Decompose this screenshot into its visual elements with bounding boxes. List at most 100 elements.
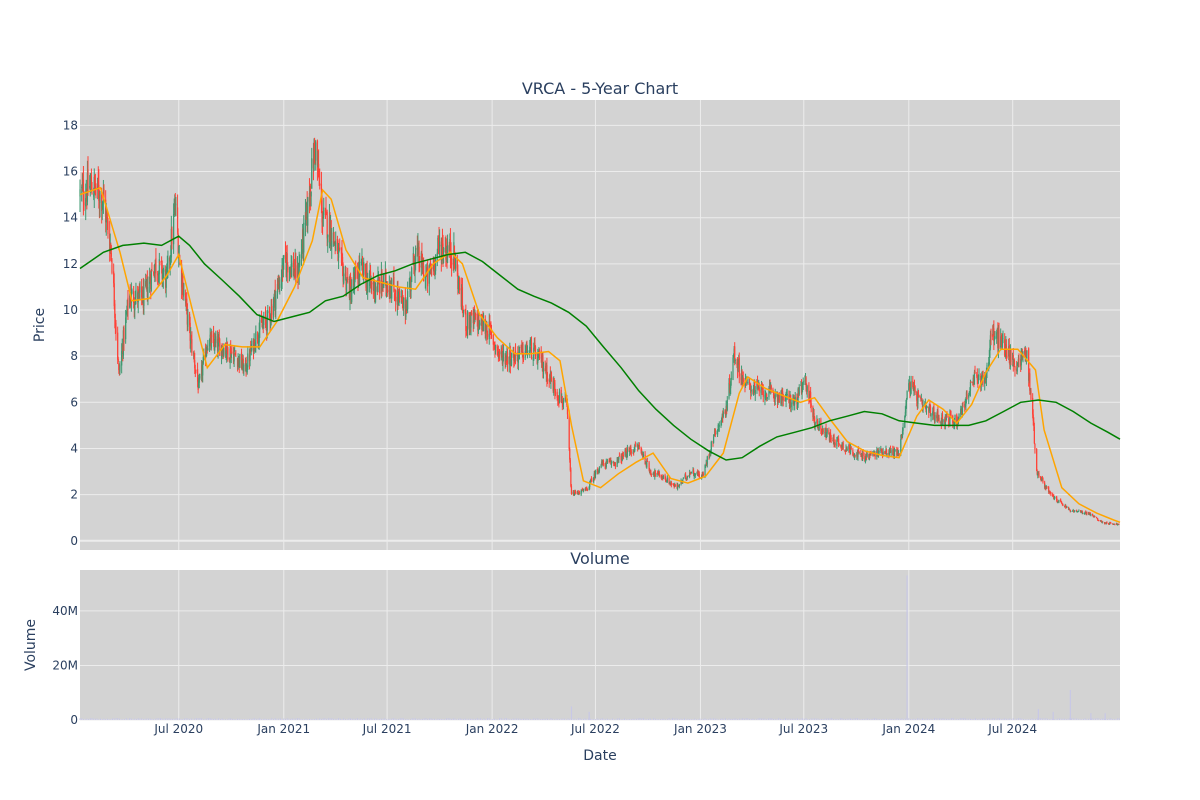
- volume-bar: [177, 718, 179, 720]
- candle-body: [177, 207, 179, 233]
- volume-bar: [683, 718, 685, 720]
- candle-body: [554, 382, 556, 393]
- candle-body: [401, 298, 404, 299]
- candle-body: [857, 450, 860, 452]
- volume-bar: [620, 719, 622, 720]
- candle-body: [135, 289, 137, 298]
- volume-bar: [774, 718, 776, 720]
- volume-bar: [964, 718, 966, 720]
- candle-body: [650, 470, 652, 475]
- volume-bar: [803, 718, 805, 720]
- volume-bar: [636, 718, 638, 720]
- candle-body: [1086, 511, 1088, 515]
- candle-body: [470, 312, 472, 328]
- volume-bar: [957, 719, 959, 720]
- candle-body: [85, 198, 87, 207]
- volume-bar: [476, 717, 478, 720]
- candle-body: [864, 456, 866, 462]
- candle-body: [758, 386, 760, 389]
- candle-body: [343, 274, 345, 284]
- volume-bar: [233, 718, 235, 720]
- candle-body: [206, 349, 208, 353]
- candle-body: [486, 325, 488, 336]
- price-tick-label: 16: [63, 165, 78, 179]
- candle-body: [141, 286, 143, 298]
- candle-body: [227, 347, 229, 360]
- price-tick-labels: 0 2 4 6 8 10 12 14 16 18: [63, 118, 78, 547]
- candle-body: [282, 258, 284, 278]
- volume-bar: [526, 718, 528, 720]
- volume-bar: [933, 718, 935, 720]
- volume-bar: [872, 718, 874, 720]
- volume-bar: [91, 718, 93, 720]
- candle-body: [570, 486, 573, 495]
- candle-body: [961, 402, 964, 413]
- volume-bar: [137, 718, 139, 720]
- candle-body: [292, 260, 295, 276]
- candle-body: [710, 441, 712, 451]
- volume-bar: [723, 718, 725, 720]
- candle-body: [279, 283, 281, 288]
- volume-bar: [1026, 719, 1028, 720]
- volume-bar: [624, 718, 626, 720]
- candle-body: [641, 449, 643, 454]
- volume-bar: [612, 718, 614, 720]
- candle-body: [1050, 492, 1052, 495]
- volume-bar-series: [79, 575, 1120, 720]
- candle-body: [580, 490, 582, 495]
- candle-body: [111, 259, 113, 273]
- candle-body: [1040, 480, 1042, 482]
- volume-bar: [1076, 718, 1078, 720]
- volume-bar: [451, 719, 453, 720]
- volume-bar: [695, 719, 697, 720]
- candle-body: [517, 353, 519, 363]
- candle-body: [620, 455, 622, 460]
- candle-body: [1097, 518, 1099, 521]
- candle-body: [243, 365, 245, 372]
- volume-bar: [466, 718, 468, 720]
- candle-body: [1084, 513, 1086, 514]
- candle-body: [486, 333, 489, 337]
- volume-bar: [976, 719, 978, 720]
- volume-bar: [514, 718, 516, 720]
- candle-body: [418, 246, 420, 264]
- volume-bar: [509, 719, 511, 720]
- candle-body: [291, 262, 293, 268]
- candle-body: [1000, 336, 1002, 348]
- candle-body: [718, 424, 720, 427]
- volume-bar: [428, 718, 430, 720]
- volume-bar: [319, 718, 321, 720]
- volume-bar: [795, 718, 797, 720]
- candle-body: [129, 292, 131, 303]
- candle-body: [494, 345, 497, 352]
- volume-bar: [903, 719, 905, 720]
- volume-bar: [805, 718, 807, 720]
- volume-bar: [243, 719, 245, 720]
- volume-bar: [238, 718, 240, 720]
- volume-bar: [93, 718, 95, 720]
- candle-body: [134, 304, 136, 311]
- candle-body: [325, 208, 327, 210]
- candle-body: [513, 358, 515, 364]
- candle-body: [165, 271, 167, 288]
- candle-body: [914, 386, 916, 393]
- volume-bar: [237, 718, 239, 720]
- candle-body: [425, 272, 427, 280]
- candle-body: [307, 197, 309, 226]
- volume-bar: [987, 718, 989, 720]
- candle-body: [864, 461, 867, 463]
- candle-body: [677, 485, 679, 487]
- candle-body: [904, 411, 906, 417]
- candle-body: [766, 394, 768, 400]
- volume-bar: [115, 718, 117, 720]
- candle-body: [877, 449, 879, 455]
- volume-bar: [382, 718, 384, 720]
- price-tick-label: 10: [63, 303, 78, 317]
- candle-body: [1060, 500, 1062, 503]
- volume-bar: [416, 718, 418, 720]
- candle-body: [868, 454, 871, 460]
- candle-body: [118, 363, 120, 371]
- candle-body: [728, 381, 731, 393]
- candle-body: [586, 489, 589, 491]
- candle-body: [642, 453, 644, 457]
